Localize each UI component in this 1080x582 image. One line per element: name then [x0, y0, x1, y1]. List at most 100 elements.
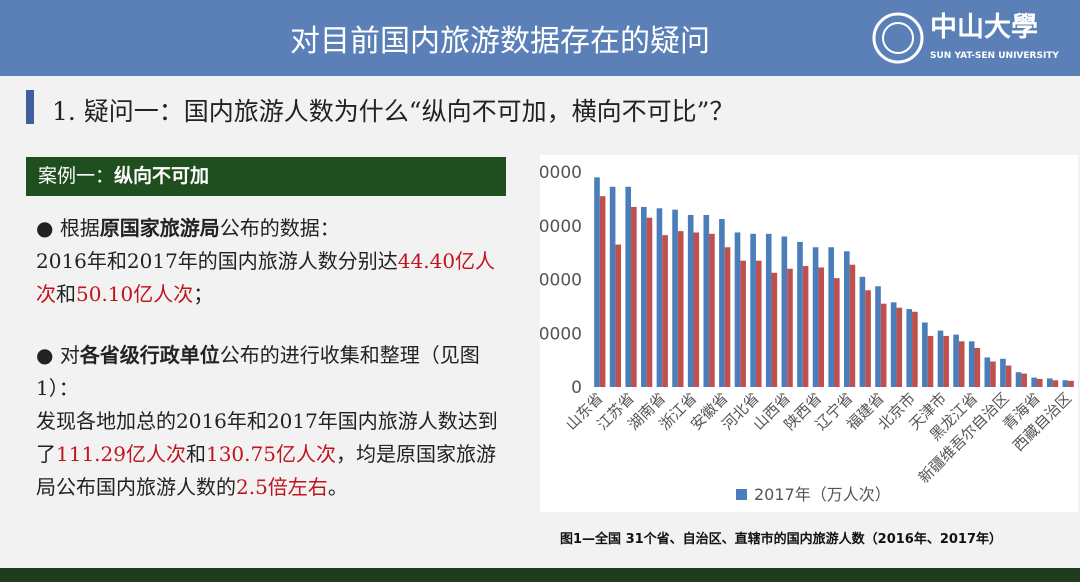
y-tick-label: 80000: [540, 163, 582, 183]
bar: [672, 209, 678, 387]
text: 和: [56, 282, 76, 306]
heading: 1. 疑问一：国内旅游人数为什么“纵向不可加，横向不可比”？: [52, 97, 735, 126]
bullet: ●: [36, 343, 60, 367]
bar: [1052, 380, 1059, 387]
bar: [1031, 377, 1037, 387]
text: 和: [185, 442, 206, 466]
logo-name: 中山大學: [930, 12, 1038, 43]
legend-swatch: [736, 489, 747, 500]
y-tick-label: 60000: [540, 217, 582, 237]
text: 公布的进行收集和整理（见图1）：: [36, 343, 480, 400]
bar: [906, 309, 913, 387]
bar: [703, 215, 710, 387]
bar: [890, 302, 897, 387]
text: 2016年和2017年的国内旅游人数分别达: [36, 249, 398, 273]
bar: [984, 357, 991, 387]
bar: [693, 232, 700, 387]
bar: [1046, 378, 1053, 387]
heading-marker: [26, 90, 34, 124]
bar: [765, 233, 772, 387]
bar: [812, 247, 819, 387]
bar: [1021, 373, 1027, 387]
text: 44.40亿人次: [36, 249, 496, 306]
case-title: 纵向不可加: [114, 165, 210, 187]
bar: [646, 217, 653, 387]
bar: [922, 322, 928, 387]
text: 111.29亿人次: [56, 442, 186, 466]
y-tick-label: 20000: [540, 324, 582, 344]
bar: [818, 267, 825, 387]
bar: [1000, 358, 1006, 387]
bar: [615, 244, 622, 387]
paragraph: ● 根据原国家旅游局公布的数据：: [36, 212, 506, 245]
text: 根据: [59, 216, 100, 240]
text: 各省级行政单位: [79, 343, 220, 367]
caption: 图1—全国 31个省、自治区、直辖市的国内旅游人数（2016年、2017年）: [560, 532, 1003, 547]
bar: [958, 341, 965, 387]
bar: [875, 286, 881, 387]
bar: [843, 251, 850, 387]
bar: [641, 206, 647, 387]
bar: [599, 196, 606, 387]
bar: [662, 235, 668, 387]
bar: [937, 330, 944, 387]
bar: [943, 335, 949, 387]
bar: [865, 290, 871, 387]
bar: [740, 260, 746, 387]
bar: [974, 348, 981, 387]
bar: [687, 215, 694, 387]
logo-emblem: [872, 12, 924, 64]
bar: [771, 272, 778, 387]
logo-en: SUN YAT-SEN UNIVERSITY: [930, 51, 1059, 61]
bar: [755, 260, 762, 387]
text: ，均是原国家旅游局公布国内旅游人数的: [36, 442, 496, 499]
bar: [609, 186, 616, 387]
bar: [880, 303, 887, 387]
footer-bar: [0, 568, 1080, 582]
bar: [594, 177, 600, 387]
paragraph: ● 对各省级行政单位公布的进行收集和整理（见图1）：: [36, 339, 506, 405]
bullet: ●: [36, 216, 60, 240]
body-text: ● 根据原国家旅游局公布的数据： 2016年和2017年的国内旅游人数分别达44…: [36, 212, 506, 504]
text: 公布的数据：: [219, 216, 340, 240]
bar: [631, 206, 637, 387]
bar: [859, 276, 866, 387]
bar: [625, 186, 632, 387]
paragraph: 2016年和2017年的国内旅游人数分别达44.40亿人次和50.10亿人次；: [36, 245, 506, 311]
bar: [968, 341, 975, 387]
text: 2.5倍左右: [236, 475, 328, 499]
bar: [802, 266, 809, 387]
slide-title: 对目前国内旅游数据存在的疑问: [290, 24, 710, 59]
bar: [724, 247, 731, 387]
bar: [734, 232, 741, 387]
bar: [1068, 380, 1074, 387]
case-label: 案例一：: [38, 165, 115, 187]
bar: [990, 361, 996, 387]
bar: [927, 335, 934, 387]
text: 。: [327, 475, 348, 499]
bar: [709, 233, 715, 387]
bar: [719, 219, 725, 387]
spacer: [36, 311, 506, 339]
bar: [656, 208, 663, 387]
bar: [1036, 378, 1043, 387]
case-box: 案例一：纵向不可加: [26, 157, 506, 196]
paragraph: 发现各地加总的2016年和2017年国内旅游人数达到了111.29亿人次和130…: [36, 405, 506, 504]
bar: [781, 236, 788, 387]
bar: [797, 241, 803, 387]
chart: 020000400006000080000山东省江苏省湖南省浙江省安徽省河北省山…: [540, 155, 1078, 512]
text: 50.10亿人次: [76, 282, 194, 306]
bar: [677, 231, 684, 387]
y-tick-label: 0: [571, 378, 582, 398]
bar: [750, 233, 756, 387]
bar: [834, 278, 840, 387]
text: 发现各地加总的2016年和2017年国内旅游人数达到了: [36, 409, 498, 466]
bar: [1062, 380, 1069, 387]
text: 原国家旅游局: [99, 216, 220, 240]
text: 130.75亿人次: [205, 442, 336, 466]
text: 对: [59, 343, 80, 367]
bar: [912, 311, 918, 387]
logo-emblem-inner: [882, 22, 914, 54]
y-tick-label: 40000: [540, 271, 582, 291]
bar: [1015, 372, 1022, 387]
